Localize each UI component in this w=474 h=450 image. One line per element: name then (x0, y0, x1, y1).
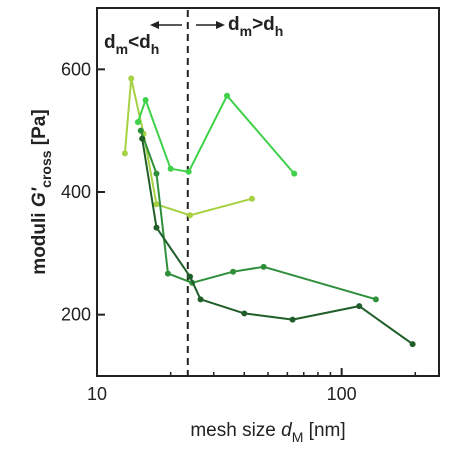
y-tick-label-200: 200 (61, 305, 91, 325)
series-4-point-4 (197, 296, 204, 303)
plot-frame (96, 7, 440, 377)
series-4-point-3 (187, 273, 194, 280)
series-3-line (139, 130, 377, 301)
series-1-point-1 (121, 150, 128, 157)
annotation-left: dm<dh (104, 32, 159, 57)
series-1-point-4 (153, 201, 160, 208)
x-axis-label: mesh size dM [nm] (190, 420, 345, 445)
series-4-line (141, 138, 414, 345)
series-2-point-5 (224, 92, 231, 99)
series-3-point-6 (260, 263, 267, 270)
series-1-line (123, 77, 253, 217)
series-4-point-1 (139, 135, 146, 142)
series-3-point-7 (372, 296, 379, 303)
annotation-right-text: dm>dh (228, 14, 283, 39)
arrow-right (196, 21, 225, 29)
series-2-point-1 (134, 119, 141, 126)
series-2-point-3 (167, 165, 174, 172)
series-3-point-1 (137, 127, 144, 134)
series-3-point-2 (153, 170, 160, 177)
series-4-point-2 (153, 224, 160, 231)
series-2-point-6 (291, 170, 298, 177)
annotation-right: dm>dh (228, 14, 283, 39)
series-4-point-5 (241, 310, 248, 317)
annotation-left-text: dm<dh (104, 32, 159, 57)
series-3-point-3 (164, 270, 171, 277)
arrow-left (150, 21, 182, 29)
series-1-point-2 (128, 75, 135, 82)
y-tick-label-600: 600 (61, 59, 91, 79)
x-tick-label-100: 100 (327, 384, 357, 404)
y-tick-label-400: 400 (61, 182, 91, 202)
series-group (121, 75, 416, 348)
series-2-point-2 (142, 97, 149, 103)
series-4-point-6 (289, 316, 296, 323)
series-2-point-4 (185, 168, 192, 175)
series-1-point-6 (248, 195, 255, 202)
axis-ticks: 10 100 200 400 600 (61, 59, 417, 404)
y-axis-label: moduli G'cross [Pa] (29, 109, 54, 274)
series-2-line (136, 94, 295, 175)
x-tick-label-10: 10 (87, 384, 107, 404)
series-1-point-5 (187, 212, 194, 219)
series-4-point-7 (356, 303, 363, 310)
series-3-point-5 (230, 268, 237, 275)
series-4-point-8 (409, 341, 416, 348)
